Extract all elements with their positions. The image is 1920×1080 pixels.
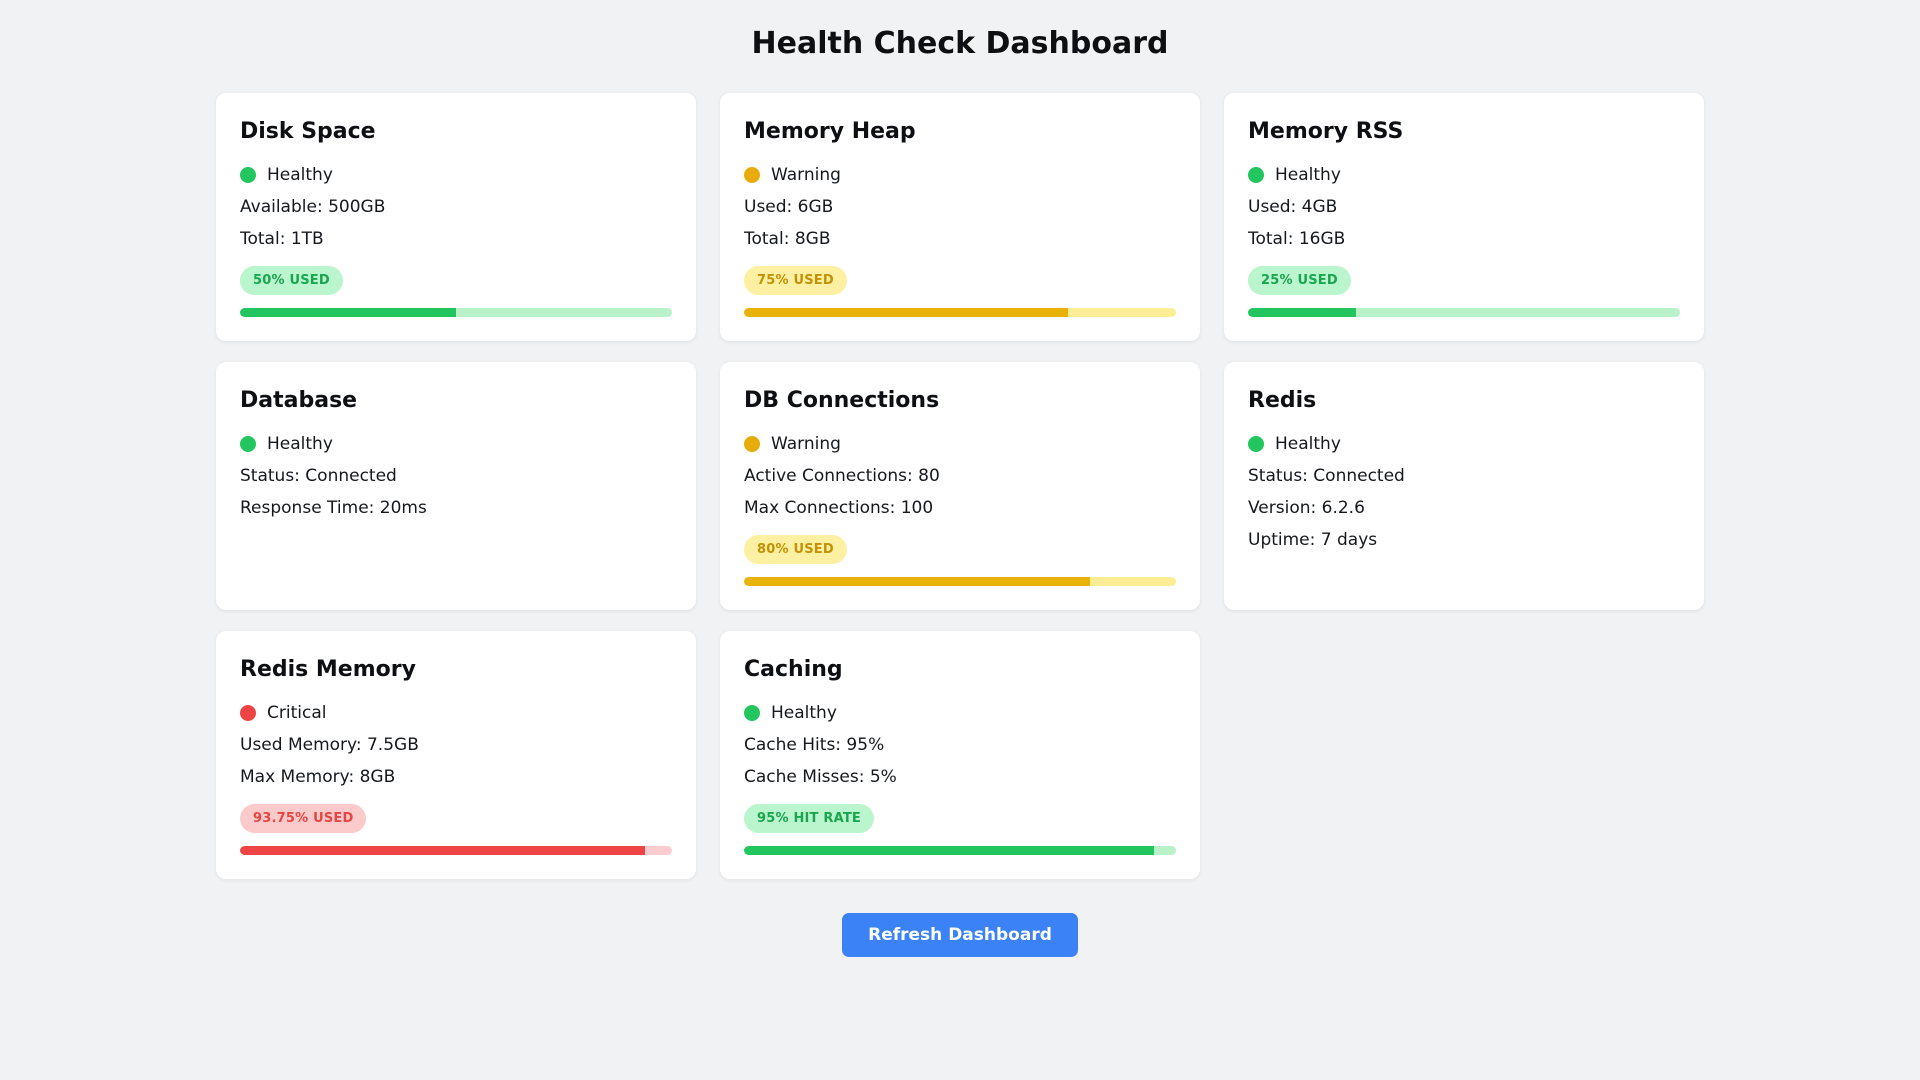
status-dot-icon bbox=[240, 167, 256, 183]
card-title: Redis Memory bbox=[240, 657, 416, 682]
card-memory-heap: Memory Heap Warning Used: 6GB Total: 8GB … bbox=[720, 93, 1200, 341]
status-dot-icon bbox=[1248, 167, 1264, 183]
status-label: Healthy bbox=[1275, 165, 1341, 185]
status-dot-icon bbox=[240, 436, 256, 452]
button-row: Refresh Dashboard bbox=[0, 913, 1920, 957]
card-title: Disk Space bbox=[240, 119, 376, 144]
metrics: Cache Hits: 95% Cache Misses: 5% bbox=[744, 734, 1176, 788]
card-memory-rss: Memory RSS Healthy Used: 4GB Total: 16GB … bbox=[1224, 93, 1704, 341]
metric-line: Total: 16GB bbox=[1248, 229, 1346, 249]
usage-badge: 95% HIT RATE bbox=[744, 804, 874, 833]
progress-bar-fill bbox=[744, 308, 1068, 317]
refresh-dashboard-button[interactable]: Refresh Dashboard bbox=[842, 913, 1078, 957]
usage-badge: 75% USED bbox=[744, 266, 847, 295]
card-title: Redis bbox=[1248, 388, 1317, 413]
metric-line: Uptime: 7 days bbox=[1248, 530, 1378, 550]
status-label: Critical bbox=[267, 703, 327, 723]
metric-line: Total: 1TB bbox=[240, 229, 324, 249]
progress-bar-fill bbox=[1248, 308, 1356, 317]
status-label: Healthy bbox=[1275, 434, 1341, 454]
status-dot-icon bbox=[744, 705, 760, 721]
metric-line: Max Memory: 8GB bbox=[240, 767, 396, 787]
status-label: Healthy bbox=[771, 703, 837, 723]
metric-line: Version: 6.2.6 bbox=[1248, 498, 1365, 518]
metrics: Used: 4GB Total: 16GB bbox=[1248, 196, 1680, 250]
card-disk-space: Disk Space Healthy Available: 500GB Total… bbox=[216, 93, 696, 341]
status-dot-icon bbox=[240, 705, 256, 721]
status-row: Healthy bbox=[1248, 433, 1680, 455]
status-label: Warning bbox=[771, 434, 841, 454]
metric-line: Response Time: 20ms bbox=[240, 498, 427, 518]
progress-bar bbox=[744, 846, 1176, 855]
metric-line: Total: 8GB bbox=[744, 229, 831, 249]
status-row: Warning bbox=[744, 164, 1176, 186]
card-title: Memory Heap bbox=[744, 119, 916, 144]
progress-bar bbox=[744, 577, 1176, 586]
progress-bar-fill bbox=[744, 846, 1155, 855]
metrics: Used Memory: 7.5GB Max Memory: 8GB bbox=[240, 734, 672, 788]
progress-bar bbox=[240, 846, 672, 855]
progress-bar-fill bbox=[744, 577, 1090, 586]
card-title: Caching bbox=[744, 657, 843, 682]
card-caching: Caching Healthy Cache Hits: 95% Cache Mis… bbox=[720, 631, 1200, 879]
metrics: Used: 6GB Total: 8GB bbox=[744, 196, 1176, 250]
card-title: DB Connections bbox=[744, 388, 940, 413]
metric-line: Cache Hits: 95% bbox=[744, 735, 885, 755]
usage-badge: 50% USED bbox=[240, 266, 343, 295]
status-label: Healthy bbox=[267, 434, 333, 454]
metric-line: Status: Connected bbox=[240, 466, 397, 486]
usage-badge: 93.75% USED bbox=[240, 804, 367, 833]
usage-badge: 25% USED bbox=[1248, 266, 1351, 295]
metric-line: Active Connections: 80 bbox=[744, 466, 940, 486]
metric-line: Used: 6GB bbox=[744, 197, 834, 217]
metric-line: Max Connections: 100 bbox=[744, 498, 934, 518]
progress-bar bbox=[240, 308, 672, 317]
metric-line: Used: 4GB bbox=[1248, 197, 1338, 217]
metric-line: Used Memory: 7.5GB bbox=[240, 735, 419, 755]
card-db-connections: DB Connections Warning Active Connection… bbox=[720, 362, 1200, 610]
page-title: Health Check Dashboard bbox=[751, 26, 1169, 61]
card-redis: Redis Healthy Status: Connected Version: … bbox=[1224, 362, 1704, 610]
status-label: Warning bbox=[771, 165, 841, 185]
metric-line: Available: 500GB bbox=[240, 197, 386, 217]
metric-line: Status: Connected bbox=[1248, 466, 1405, 486]
card-title: Memory RSS bbox=[1248, 119, 1404, 144]
metrics: Status: Connected Version: 6.2.6 Uptime: 7… bbox=[1248, 465, 1680, 551]
card-redis-memory: Redis Memory Critical Used Memory: 7.5GB… bbox=[216, 631, 696, 879]
status-label: Healthy bbox=[267, 165, 333, 185]
status-dot-icon bbox=[1248, 436, 1264, 452]
metrics: Status: Connected Response Time: 20ms bbox=[240, 465, 672, 519]
status-row: Healthy bbox=[744, 702, 1176, 724]
card-database: Database Healthy Status: Connected Respon… bbox=[216, 362, 696, 610]
progress-bar bbox=[744, 308, 1176, 317]
status-dot-icon bbox=[744, 436, 760, 452]
progress-bar-fill bbox=[240, 846, 645, 855]
status-row: Warning bbox=[744, 433, 1176, 455]
progress-bar-fill bbox=[240, 308, 456, 317]
metrics: Available: 500GB Total: 1TB bbox=[240, 196, 672, 250]
card-title: Database bbox=[240, 388, 358, 413]
status-row: Healthy bbox=[240, 433, 672, 455]
status-row: Critical bbox=[240, 702, 672, 724]
progress-bar bbox=[1248, 308, 1680, 317]
status-row: Healthy bbox=[240, 164, 672, 186]
metrics: Active Connections: 80 Max Connections: 1… bbox=[744, 465, 1176, 519]
metric-line: Cache Misses: 5% bbox=[744, 767, 897, 787]
status-dot-icon bbox=[744, 167, 760, 183]
usage-badge: 80% USED bbox=[744, 535, 847, 564]
cards-grid: Disk Space Healthy Available: 500GB Total… bbox=[216, 93, 1704, 879]
status-row: Healthy bbox=[1248, 164, 1680, 186]
